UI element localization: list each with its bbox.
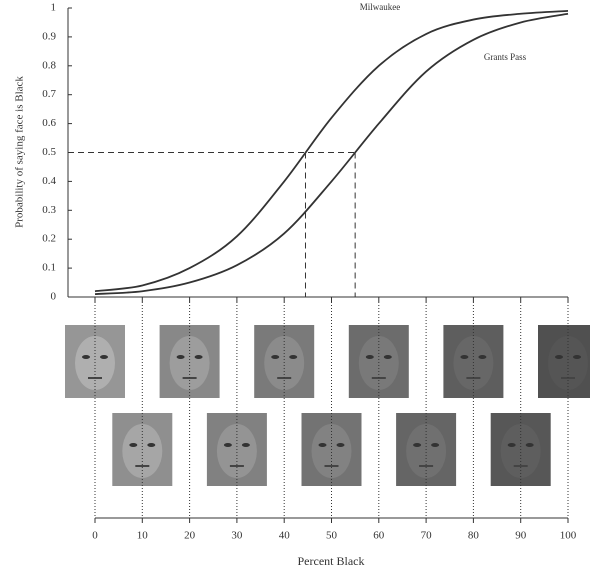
eye: [147, 443, 156, 447]
face-image: [65, 325, 125, 398]
y-tick-label: 0: [51, 291, 57, 303]
y-tick-label: 0.9: [42, 30, 56, 42]
x-tick-label: 50: [326, 530, 338, 542]
eye: [336, 443, 345, 447]
y-tick-label: 0.4: [42, 175, 56, 187]
y-tick-label: 0.6: [42, 117, 56, 129]
x-tick-label: 60: [373, 530, 385, 542]
x-tick-label: 20: [184, 530, 196, 542]
x-tick-label: 30: [231, 530, 243, 542]
face: [216, 424, 257, 478]
x-tick-label: 90: [515, 530, 527, 542]
eye: [573, 355, 581, 359]
eye: [478, 355, 487, 359]
x-tick-label: 0: [92, 530, 98, 542]
curve: [94, 9, 569, 293]
eye: [525, 443, 534, 447]
face-image: [443, 325, 504, 398]
series-label: Grants Pass: [484, 52, 527, 62]
series-label: Milwaukee: [360, 2, 401, 12]
face: [311, 424, 352, 478]
y-tick-label: 0.2: [42, 233, 56, 245]
eye: [82, 355, 90, 359]
eye: [555, 355, 563, 359]
eye: [289, 355, 298, 359]
face-image: [159, 325, 220, 398]
eye: [413, 443, 422, 447]
eye: [241, 443, 250, 447]
y-tick-label: 0.7: [42, 88, 56, 100]
x-tick-label: 80: [468, 530, 480, 542]
x-tick-label: 40: [279, 530, 291, 542]
eye: [176, 355, 185, 359]
curve: [94, 12, 569, 296]
eye: [223, 443, 232, 447]
face: [500, 424, 541, 478]
eye: [129, 443, 138, 447]
y-tick-label: 0.1: [42, 262, 56, 274]
eye: [194, 355, 203, 359]
y-tick-label: 0.3: [42, 204, 56, 216]
eye: [365, 355, 374, 359]
face: [406, 424, 447, 478]
eye: [431, 443, 440, 447]
eye: [100, 355, 108, 359]
y-tick-label: 0.5: [42, 146, 56, 158]
face: [122, 424, 163, 478]
x-axis-label: Percent Black: [298, 554, 365, 568]
face-image: [254, 325, 315, 398]
eye: [460, 355, 469, 359]
eye: [318, 443, 327, 447]
face-image: [538, 325, 590, 398]
x-tick-label: 10: [137, 530, 149, 542]
y-tick-label: 1: [51, 2, 57, 14]
eye: [507, 443, 516, 447]
x-tick-label: 100: [560, 530, 577, 542]
y-axis-label: Probability of saying face is Black: [14, 76, 26, 228]
y-tick-label: 0.8: [42, 59, 56, 71]
eye: [271, 355, 280, 359]
eye: [383, 355, 392, 359]
x-tick-label: 70: [421, 530, 433, 542]
